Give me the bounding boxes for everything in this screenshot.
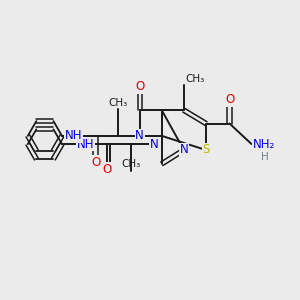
Text: H: H	[261, 152, 269, 162]
Text: O: O	[103, 163, 112, 176]
Text: CH₃: CH₃	[121, 159, 140, 169]
Text: O: O	[91, 156, 100, 169]
Text: N: N	[179, 143, 188, 157]
Text: NH: NH	[76, 138, 94, 151]
Text: CH₃: CH₃	[108, 98, 127, 108]
Text: NH: NH	[65, 129, 82, 142]
Text: N: N	[135, 129, 144, 142]
Text: N: N	[150, 138, 159, 151]
Text: CH₃: CH₃	[185, 74, 205, 84]
Text: O: O	[135, 80, 144, 93]
Text: O: O	[225, 93, 234, 106]
Text: NH₂: NH₂	[253, 138, 275, 151]
Text: S: S	[202, 143, 210, 157]
